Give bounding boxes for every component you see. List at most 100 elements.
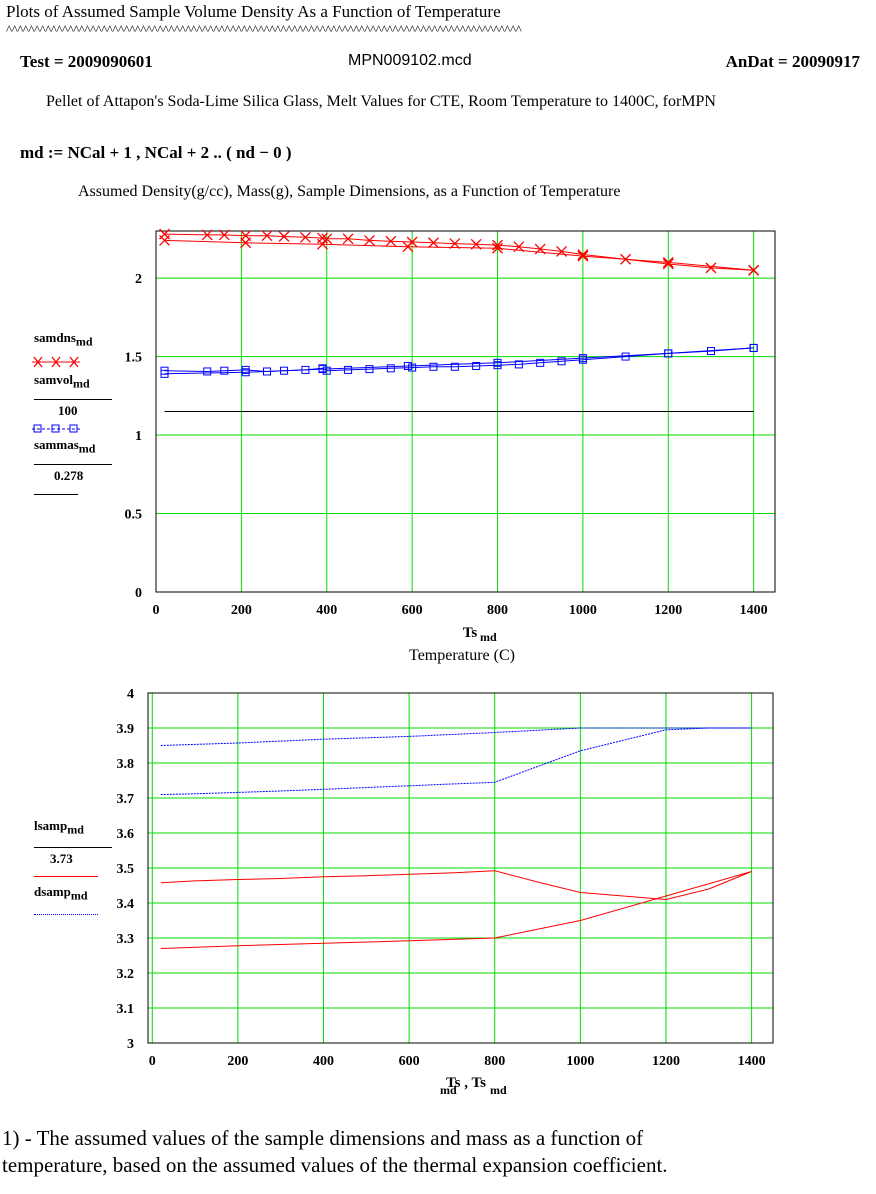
x-tick-label: 1200 [654, 603, 682, 618]
x-tick-label: 600 [399, 1054, 420, 1069]
chart1-caption: Assumed Density(g/cc), Mass(g), Sample D… [78, 183, 621, 200]
legend-sammas-divisor: 0.278 [54, 468, 84, 483]
y-tick-label: 4 [127, 687, 134, 702]
y-tick-label: 3.8 [117, 757, 135, 772]
title-underline: ^^^^^^^^^^^^^^^^^^^^^^^^^^^^^^^^^^^^^^^^… [6, 22, 522, 37]
data-point [450, 362, 459, 371]
data-point [493, 358, 502, 367]
x-axis-label: Ts [463, 625, 478, 641]
data-point [557, 357, 566, 366]
data-point [344, 365, 353, 374]
data-point [428, 237, 439, 249]
plot-frame [155, 230, 776, 593]
data-point [363, 234, 375, 246]
data-point [241, 368, 250, 377]
data-point [403, 361, 412, 370]
y-tick-label: 3 [127, 1037, 134, 1052]
data-point [536, 358, 545, 367]
series-line [160, 870, 752, 901]
y-tick-label: 3.3 [117, 932, 135, 947]
y-tick-label: 3.7 [117, 792, 135, 807]
x-tick-label: 1000 [569, 603, 597, 618]
data-point [514, 360, 523, 369]
data-point [240, 237, 252, 249]
data-point [662, 256, 674, 268]
legend-dsamp-line [34, 914, 98, 915]
legend-sammas-fraction-bar [34, 464, 112, 465]
md-range-definition: md := NCal + 1 , NCal + 2 .. ( nd − 0 ) [20, 143, 292, 162]
data-point [408, 363, 417, 372]
series-line [160, 727, 752, 746]
data-point [664, 349, 673, 358]
x-tick-label: 800 [484, 1054, 505, 1069]
legend-samvol-label: samvolmd [34, 372, 90, 391]
y-tick-label: 0.5 [125, 508, 143, 523]
y-tick-label: 3.9 [117, 722, 135, 737]
page-title: Plots of Assumed Sample Volume Density A… [6, 2, 501, 21]
data-point [577, 249, 589, 261]
data-point [201, 229, 213, 241]
y-tick-label: 1.5 [125, 351, 143, 366]
series-sammas-md-0-278 [160, 343, 758, 378]
y-tick-label: 3.4 [117, 897, 135, 912]
y-tick-label: 0 [135, 586, 142, 601]
x-tick-label: 0 [149, 1054, 156, 1069]
y-tick-label: 3.1 [117, 1002, 135, 1017]
x-axis-label: Ts , Ts [446, 1075, 486, 1091]
series-lsamp-md-3-73 [160, 870, 752, 901]
chart-2: 0 200 400 600 800 1000 1200 1400 3 3.1 3.2 3.3 3.4 3.… [117, 687, 774, 1097]
x-tick-label: 200 [231, 603, 252, 618]
legend-samdns-marker [32, 356, 80, 368]
x-tick-label: 200 [227, 1054, 248, 1069]
data-point [386, 364, 395, 373]
chart-1: 0 200 400 600 800 1000 1200 1400 0 0.5 1 1.5 2 Ts md Te… [125, 228, 776, 664]
series-dsamp-md [160, 727, 752, 746]
test-id: Test = 2009090601 [20, 52, 153, 71]
series-lsamp-md-3-73 [160, 871, 752, 949]
data-point [662, 258, 674, 270]
x-axis-label-subscript: md [440, 1083, 457, 1097]
data-point [365, 365, 374, 374]
x-tick-label: 600 [402, 603, 423, 618]
legend-samvol-divisor: 100 [58, 403, 78, 418]
series-sammas-md-0-278 [160, 343, 758, 376]
y-tick-label: 3.6 [117, 827, 135, 842]
legend-lsamp-label: lsampmd [34, 818, 84, 837]
data-point [577, 250, 589, 262]
legend-samvol-fraction-bar [34, 399, 112, 400]
data-point [342, 233, 354, 245]
data-point [472, 361, 481, 370]
data-point [705, 262, 717, 274]
data-point [385, 235, 397, 247]
data-point [449, 238, 461, 250]
sample-description: Pellet of Attapon's Soda-Lime Silica Gla… [46, 93, 716, 110]
legend-lsamp-line [34, 876, 98, 877]
data-point [429, 362, 438, 371]
legend-samdns-label: samdnsmd [34, 330, 93, 349]
footnote-line-2: temperature, based on the assumed values… [2, 1153, 668, 1177]
x-axis-caption: Temperature (C) [409, 647, 515, 664]
x-tick-label: 1400 [740, 603, 768, 618]
y-tick-label: 3.2 [117, 967, 135, 982]
chart1-legend: samdnsmd samvolmd 100 sammasmd 0.278 [22, 330, 122, 510]
x-tick-label: 400 [313, 1054, 334, 1069]
x-axis-label-subscript: md [480, 630, 497, 644]
series-line [164, 347, 754, 375]
data-point [159, 234, 170, 246]
legend-lsamp-fraction-bar [34, 847, 112, 848]
chart2-legend: lsampmd 3.73 dsampmd [22, 818, 122, 928]
legend-dsamp-label: dsampmd [34, 884, 88, 903]
data-point [278, 231, 290, 242]
data-point [322, 366, 331, 375]
legend-black-line [34, 494, 78, 495]
x-tick-label: 1400 [738, 1054, 766, 1069]
x-tick-label: 1000 [566, 1054, 594, 1069]
data-point [203, 367, 212, 376]
data-point [321, 233, 333, 245]
series-line [164, 239, 754, 271]
y-tick-label: 3.5 [117, 862, 135, 877]
footnote-line-1: 1) - The assumed values of the sample di… [2, 1126, 644, 1150]
series-line [160, 727, 752, 795]
data-point [318, 365, 327, 374]
legend-sammas-label: sammasmd [34, 437, 96, 456]
